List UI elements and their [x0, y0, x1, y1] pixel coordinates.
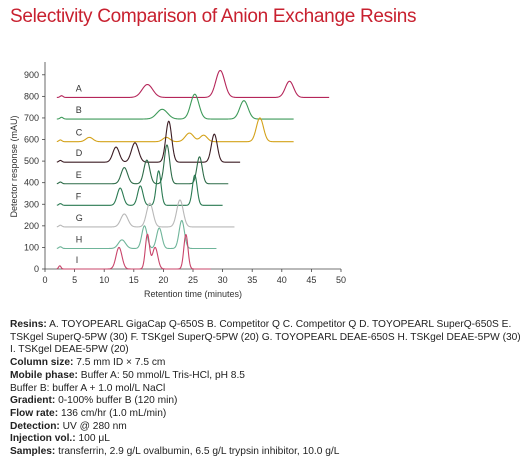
note-line: Gradient: 0-100% buffer B (120 min)	[10, 395, 522, 408]
note-line: Detection: UV @ 280 nm	[10, 421, 522, 434]
note-text: Buffer B: buffer A + 1.0 mol/L NaCl	[10, 382, 166, 394]
x-tick-label: 40	[277, 275, 287, 285]
x-tick-label: 0	[42, 275, 47, 285]
note-text: A. TOYOPEARL GigaCap Q-650S B. Competito…	[10, 319, 521, 356]
note-text: 100 μL	[75, 433, 110, 445]
series-label-a: A	[76, 83, 82, 93]
chromatogram-chart: 0 5 10 15 20 25 30 35 40 45 5001002003004005006007…	[9, 62, 346, 299]
series-label-i: I	[76, 255, 79, 265]
series-label-e: E	[76, 170, 82, 180]
series-layer: A B CD E F G HI	[56, 69, 330, 270]
note-line: Injection vol.: 100 μL	[10, 433, 522, 446]
y-tick-label: 700	[24, 113, 39, 123]
y-tick-label: 100	[24, 242, 39, 252]
series-line-a	[56, 69, 330, 98]
method-notes: Resins: A. TOYOPEARL GigaCap Q-650S B. C…	[10, 319, 522, 459]
chart-axes: 0 5 10 15 20 25 30 35 40 45 5001002003004005006007…	[24, 62, 346, 285]
series-line-i	[56, 233, 211, 270]
note-label: Flow rate:	[10, 407, 59, 419]
x-tick-label: 5	[72, 275, 77, 285]
y-tick-label: 200	[24, 221, 39, 231]
note-label: Column size:	[10, 357, 74, 369]
y-tick-label: 800	[24, 91, 39, 101]
x-tick-label: 45	[306, 275, 316, 285]
y-tick-label: 900	[24, 70, 39, 80]
series-line-g	[56, 199, 235, 228]
x-tick-label: 50	[336, 275, 346, 285]
note-line: Mobile phase: Buffer A: 50 mmol/L Tris-H…	[10, 370, 522, 383]
x-tick-label: 15	[129, 275, 139, 285]
x-tick-label: 35	[247, 275, 257, 285]
note-label: Gradient:	[10, 395, 56, 407]
y-tick-label: 400	[24, 178, 39, 188]
y-tick-label: 500	[24, 156, 39, 166]
note-label: Resins:	[10, 319, 47, 330]
series-label-c: C	[76, 128, 83, 138]
note-line: Buffer B: buffer A + 1.0 mol/L NaCl	[10, 383, 522, 396]
y-axis-label: Detector response (mAU)	[9, 115, 19, 217]
note-line: Resins: A. TOYOPEARL GigaCap Q-650S B. C…	[10, 319, 522, 357]
series-line-e	[56, 144, 229, 185]
note-label: Mobile phase:	[10, 369, 78, 381]
note-text: 136 cm/hr (1.0 mL/min)	[58, 407, 167, 419]
y-tick-label: 600	[24, 135, 39, 145]
x-tick-label: 10	[99, 275, 109, 285]
note-text: UV @ 280 nm	[59, 420, 127, 432]
series-line-f	[56, 170, 223, 206]
note-line: Flow rate: 136 cm/hr (1.0 mL/min)	[10, 408, 522, 421]
page-title: Selectivity Comparison of Anion Exchange…	[10, 6, 417, 27]
x-tick-label: 30	[218, 275, 228, 285]
x-tick-label: 25	[188, 275, 198, 285]
note-label: Detection:	[10, 420, 60, 432]
note-text: 7.5 mm ID × 7.5 cm	[73, 357, 166, 369]
series-label-h: H	[76, 235, 83, 245]
series-label-g: G	[76, 213, 83, 223]
note-label: Samples:	[10, 446, 56, 458]
note-label: Injection vol.:	[10, 433, 76, 445]
series-label-b: B	[76, 105, 82, 115]
series-label-f: F	[76, 191, 82, 201]
y-tick-label: 300	[24, 199, 39, 209]
note-text: transferrin, 2.9 g/L ovalbumin, 6.5 g/L …	[55, 446, 340, 458]
y-tick-label: 0	[34, 264, 39, 274]
x-axis-label: Retention time (minutes)	[144, 289, 242, 299]
note-text: 0-100% buffer B (120 min)	[55, 395, 178, 407]
x-tick-label: 20	[158, 275, 168, 285]
series-label-d: D	[76, 148, 83, 158]
note-line: Column size: 7.5 mm ID × 7.5 cm	[10, 357, 522, 370]
note-line: Samples: transferrin, 2.9 g/L ovalbumin,…	[10, 446, 522, 459]
series-line-b	[56, 93, 294, 120]
series-line-h	[56, 219, 217, 250]
series-line-c	[56, 117, 294, 143]
note-text: Buffer A: 50 mmol/L Tris-HCl, pH 8.5	[77, 369, 245, 381]
